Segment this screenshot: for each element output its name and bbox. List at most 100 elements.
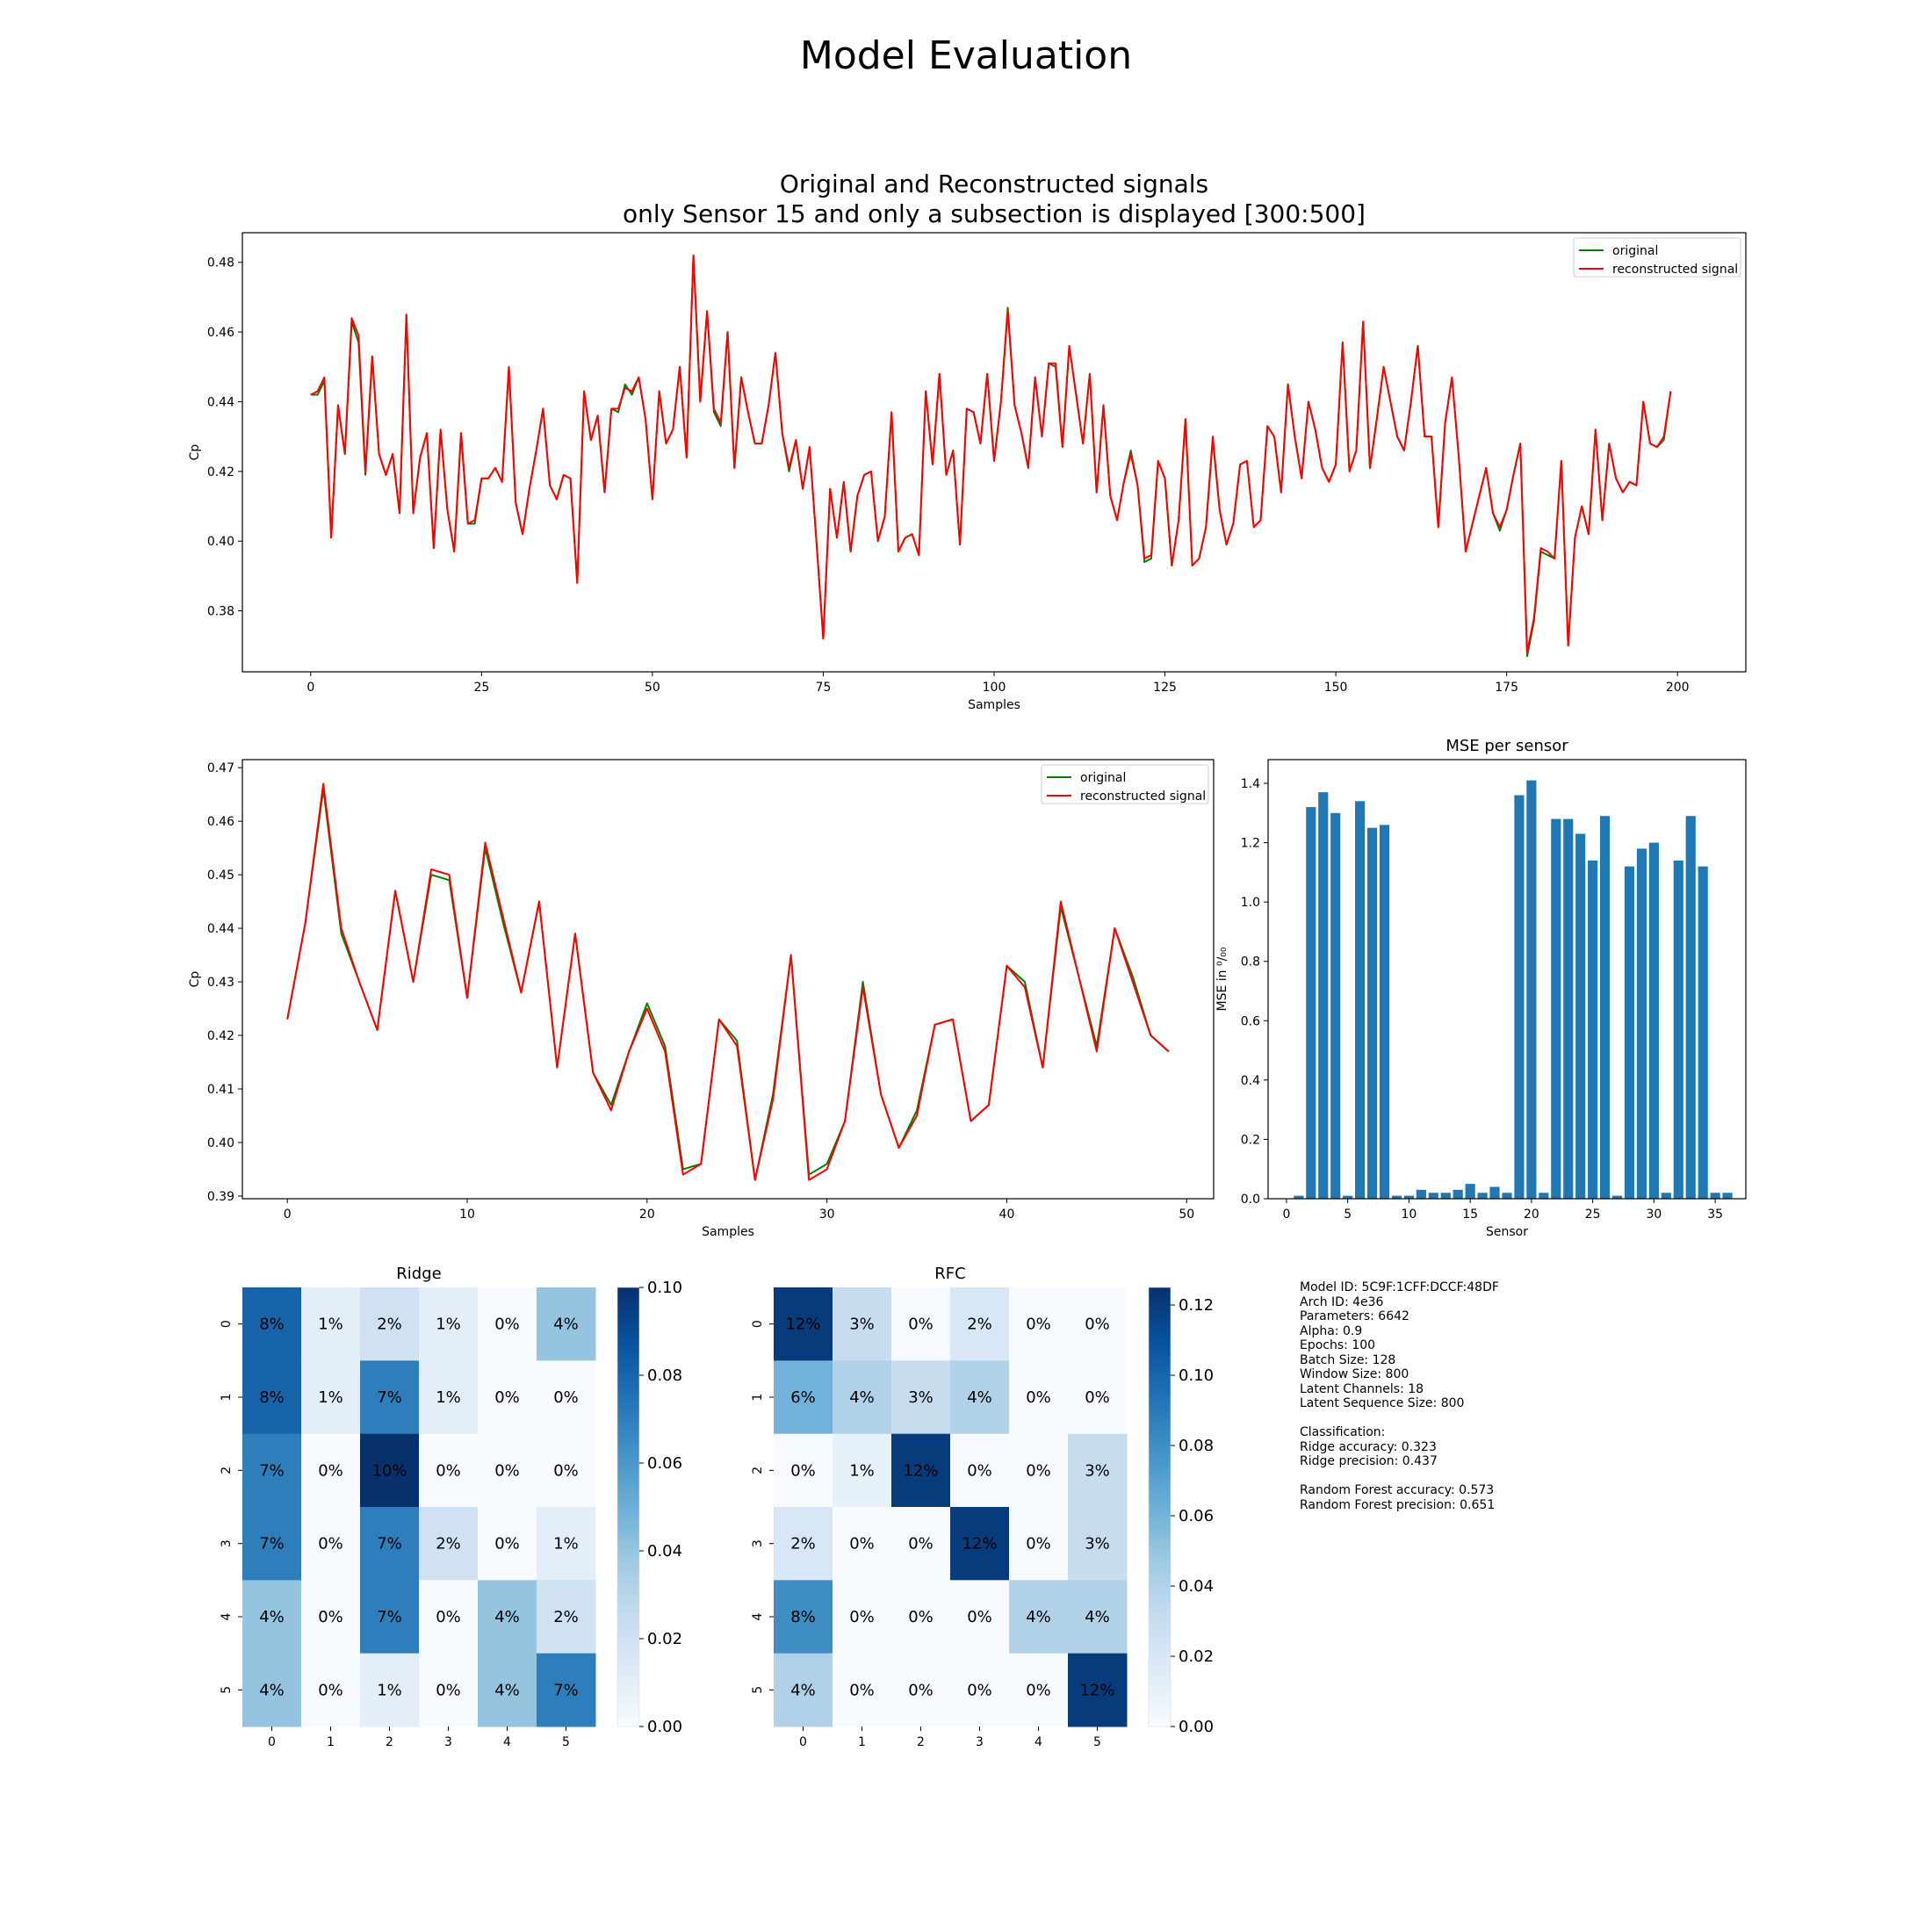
- plot-frame: [1267, 759, 1747, 1200]
- bar-sensor-9: [1391, 1195, 1402, 1199]
- colorbar-segment: [617, 1533, 639, 1539]
- heatmap-cell: [537, 1580, 596, 1654]
- colorbar-segment: [1149, 1428, 1171, 1433]
- colorbar-segment: [1149, 1353, 1171, 1359]
- bar-sensor-28: [1624, 866, 1635, 1199]
- colorbar-segment: [1149, 1309, 1171, 1315]
- x-tick-label: 175: [1495, 681, 1518, 695]
- heatmap-cell-label: 2%: [967, 1316, 992, 1334]
- y-tick-label: 0.44: [207, 922, 234, 936]
- colorbar-segment: [1149, 1520, 1171, 1525]
- y-tick-label: 0.41: [207, 1083, 234, 1097]
- chart-mse: MSE per sensor 0 5 10 15 20 25 30 35 0.0 0.2 0.4 0.6…: [1215, 737, 1747, 1239]
- colorbar-segment: [1149, 1669, 1171, 1675]
- heatmap-cell-label: 4%: [849, 1388, 875, 1407]
- x-tick-label: 5: [1344, 1208, 1352, 1222]
- heatmap-cell: [242, 1580, 302, 1654]
- heatmap-cell-label: 0%: [908, 1316, 934, 1334]
- colorbar-segment: [1149, 1424, 1171, 1429]
- x-tick-label: 5: [1093, 1735, 1101, 1749]
- heatmap-cell: [774, 1287, 833, 1361]
- colorbar-segment: [1149, 1296, 1171, 1301]
- colorbar-segment: [1149, 1481, 1171, 1486]
- colorbar-segment: [1149, 1696, 1171, 1701]
- heatmap-cell: [419, 1507, 479, 1581]
- colorbar-segment: [1149, 1358, 1171, 1363]
- heatmap-cell-label: 2%: [553, 1608, 579, 1626]
- colorbar-segment: [1149, 1555, 1171, 1561]
- colorbar-segment: [1149, 1546, 1171, 1552]
- chart-title-line: only Sensor 15 and only a subsection is …: [623, 199, 1366, 228]
- colorbar-tick-label: 0.02: [647, 1630, 682, 1648]
- colorbar-segment: [1149, 1415, 1171, 1420]
- y-tick-label: 0.47: [207, 761, 234, 775]
- heatmap-cell-label: 2%: [436, 1535, 461, 1554]
- bar-sensor-26: [1600, 816, 1611, 1199]
- colorbar-segment: [617, 1467, 639, 1473]
- colorbar-segment: [617, 1520, 639, 1525]
- heatmap-cell: [478, 1507, 537, 1581]
- chart-title: Original and Reconstructed signals only S…: [623, 169, 1366, 228]
- x-axis-label: Samples: [702, 1225, 754, 1239]
- colorbar-segment: [1149, 1678, 1171, 1683]
- colorbar-segment: [617, 1393, 639, 1398]
- colorbar-segment: [617, 1661, 639, 1666]
- chart-top: Original and Reconstructed signals only S…: [188, 169, 1747, 712]
- colorbar-segment: [1149, 1700, 1171, 1705]
- colorbar-tick-label: 0.00: [1179, 1718, 1214, 1736]
- colorbar-segment: [617, 1472, 639, 1477]
- colorbar-segment: [617, 1402, 639, 1407]
- plots-layer: Original and Reconstructed signals only S…: [188, 169, 1747, 1749]
- colorbar-segment: [617, 1406, 639, 1411]
- colorbar-segment: [617, 1687, 639, 1692]
- colorbar-segment: [617, 1713, 639, 1719]
- heatmap-cell: [242, 1507, 302, 1581]
- colorbar-segment: [617, 1314, 639, 1319]
- bar-sensor-14: [1453, 1189, 1463, 1199]
- heatmap-cell: [950, 1507, 1010, 1581]
- bar-sensor-16: [1477, 1193, 1488, 1199]
- heatmap-cell-label: 6%: [790, 1388, 816, 1407]
- colorbar-segment: [1149, 1656, 1171, 1662]
- y-tick-label: 5: [220, 1686, 234, 1694]
- heatmap-cell-label: 7%: [377, 1535, 402, 1554]
- colorbar-segment: [1149, 1432, 1171, 1438]
- heatmap-cell: [1068, 1507, 1128, 1581]
- y-tick-label: 0.45: [207, 869, 234, 883]
- colorbar-segment: [1149, 1691, 1171, 1697]
- colorbar-segment: [1149, 1445, 1171, 1451]
- heatmap-cell-label: 12%: [962, 1535, 997, 1554]
- bar-sensor-7: [1366, 827, 1378, 1199]
- bar-sensor-20: [1526, 780, 1537, 1199]
- heatmap-cell: [360, 1580, 420, 1654]
- colorbar-segment: [1149, 1577, 1171, 1582]
- colorbar-segment: [617, 1691, 639, 1697]
- y-tick-label: 0.40: [207, 535, 234, 549]
- heatmap-cell-label: 12%: [785, 1316, 820, 1334]
- x-tick-label: 200: [1666, 681, 1690, 695]
- colorbar-segment: [617, 1384, 639, 1389]
- bar-sensor-18: [1502, 1193, 1512, 1199]
- x-tick-label: 10: [459, 1208, 475, 1222]
- colorbar-segment: [617, 1428, 639, 1433]
- colorbar-segment: [617, 1476, 639, 1481]
- y-tick-label: 2: [220, 1467, 234, 1474]
- colorbar-segment: [617, 1344, 639, 1350]
- heatmap-cell: [891, 1653, 951, 1727]
- colorbar-segment: [1149, 1388, 1171, 1394]
- colorbar-segment: [617, 1375, 639, 1381]
- x-tick-label: 150: [1324, 681, 1348, 695]
- heatmap-cell: [478, 1433, 537, 1508]
- heatmap-cell: [537, 1433, 596, 1508]
- colorbar-segment: [617, 1397, 639, 1402]
- heatmap-cell: [774, 1580, 833, 1654]
- colorbar-segment: [1149, 1318, 1171, 1323]
- heatmap-cell: [419, 1653, 479, 1727]
- heatmap-cell: [419, 1287, 479, 1361]
- bar-sensor-33: [1685, 816, 1696, 1199]
- colorbar-segment: [617, 1353, 639, 1359]
- colorbar-segment: [617, 1595, 639, 1600]
- colorbar-segment: [617, 1551, 639, 1556]
- colorbar-tick-label: 0.08: [647, 1366, 682, 1385]
- bar-sensor-36: [1722, 1193, 1733, 1199]
